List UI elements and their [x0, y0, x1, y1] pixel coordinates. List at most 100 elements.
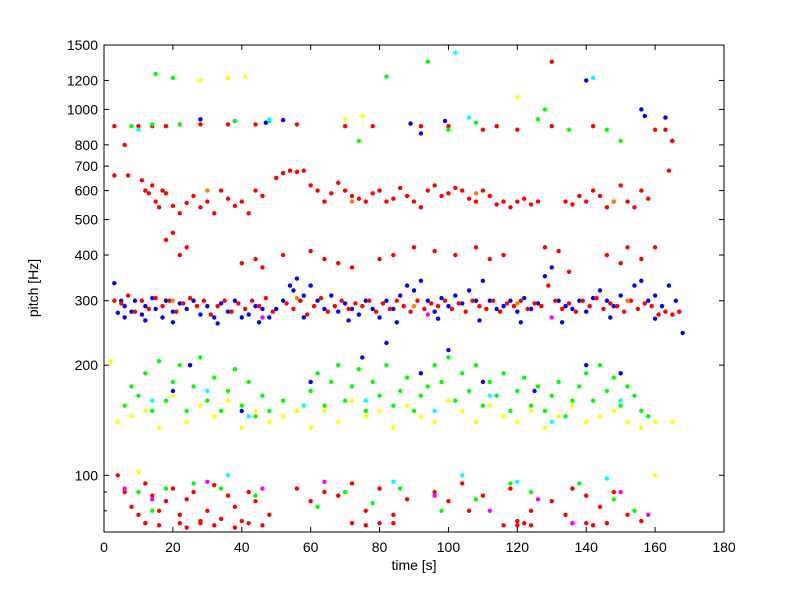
scatter-point — [370, 500, 375, 506]
scatter-point — [163, 237, 169, 243]
scatter-point — [611, 375, 616, 380]
scatter-point — [225, 309, 231, 314]
scatter-point — [611, 408, 616, 414]
scatter-point — [191, 193, 196, 199]
scatter-point — [466, 508, 472, 513]
scatter-point — [542, 425, 548, 430]
scatter-point — [198, 520, 203, 526]
scatter-point — [336, 493, 341, 498]
scatter-point — [156, 205, 162, 210]
scatter-point — [460, 408, 465, 414]
scatter-point — [156, 508, 162, 513]
scatter-point — [170, 393, 176, 398]
scatter-point — [439, 379, 444, 385]
scatter-point — [163, 486, 169, 491]
scatter-point — [446, 355, 451, 360]
scatter-point — [342, 117, 348, 122]
scatter-point — [584, 362, 589, 368]
scatter-point — [425, 312, 430, 317]
scatter-point — [639, 107, 644, 112]
scatter-point — [225, 493, 231, 498]
scatter-point — [205, 508, 210, 513]
scatter-point — [160, 188, 165, 193]
scatter-point — [473, 497, 479, 502]
scatter-point — [267, 117, 272, 122]
scatter-point — [301, 403, 306, 408]
scatter-point — [260, 523, 265, 528]
scatter-point — [143, 188, 148, 193]
scatter-point — [597, 504, 603, 510]
scatter-point — [625, 512, 630, 518]
scatter-point — [563, 199, 568, 204]
scatter-point — [618, 403, 623, 408]
scatter-point — [670, 312, 675, 317]
scatter-point — [150, 183, 155, 188]
scatter-point — [342, 123, 348, 129]
scatter-point — [346, 306, 351, 312]
scatter-point — [339, 298, 344, 303]
scatter-point — [349, 384, 355, 389]
scatter-point — [370, 306, 375, 312]
scatter-point — [652, 473, 658, 478]
scatter-point — [353, 301, 358, 306]
scatter-point — [298, 298, 303, 303]
scatter-point — [260, 265, 265, 270]
scatter-point — [604, 127, 610, 132]
scatter-point — [184, 306, 189, 312]
scatter-point — [349, 481, 355, 486]
scatter-point — [398, 185, 403, 191]
scatter-point — [253, 498, 258, 504]
scatter-point — [125, 173, 131, 178]
scatter-point — [466, 288, 472, 293]
scatter-point — [205, 479, 210, 485]
scatter-point — [652, 419, 658, 425]
scatter-point — [460, 481, 465, 486]
scatter-point — [508, 486, 513, 491]
scatter-point — [170, 298, 176, 303]
scatter-point — [604, 205, 610, 210]
scatter-point — [508, 481, 513, 486]
scatter-point — [239, 403, 244, 408]
scatter-point — [308, 498, 313, 504]
scatter-point — [487, 256, 492, 262]
scatter-point — [584, 419, 589, 425]
scatter-point — [356, 312, 362, 317]
scatter-point — [360, 355, 365, 360]
scatter-point — [170, 388, 176, 394]
scatter-point — [342, 188, 348, 193]
scatter-point — [584, 520, 589, 526]
scatter-point — [336, 419, 341, 425]
scatter-point — [556, 298, 561, 303]
scatter-point — [260, 193, 265, 199]
scatter-point — [680, 330, 685, 336]
scatter-point — [422, 306, 427, 312]
scatter-point — [463, 309, 468, 314]
scatter-point — [404, 375, 410, 380]
scatter-point — [429, 301, 434, 306]
scatter-point — [549, 498, 554, 504]
scatter-point — [174, 309, 179, 314]
scatter-point — [246, 211, 251, 216]
scatter-point — [425, 384, 430, 389]
scatter-point — [125, 293, 131, 298]
scatter-point — [580, 298, 585, 303]
scatter-point — [156, 359, 162, 364]
scatter-point — [253, 414, 258, 419]
scatter-point — [225, 473, 231, 478]
y-tick-label: 1200 — [67, 72, 98, 88]
scatter-point — [491, 298, 496, 303]
scatter-point — [639, 518, 644, 524]
scatter-point — [604, 388, 610, 394]
scatter-point — [322, 199, 327, 204]
scatter-point — [639, 188, 644, 193]
scatter-point — [501, 252, 506, 258]
scatter-point — [618, 293, 623, 298]
scatter-point — [215, 303, 220, 309]
scatter-point — [625, 419, 630, 425]
scatter-point — [315, 504, 320, 510]
scatter-point — [212, 375, 217, 380]
scatter-point — [480, 188, 486, 193]
scatter-point — [267, 512, 272, 518]
scatter-point — [274, 175, 279, 181]
scatter-point — [391, 306, 396, 312]
